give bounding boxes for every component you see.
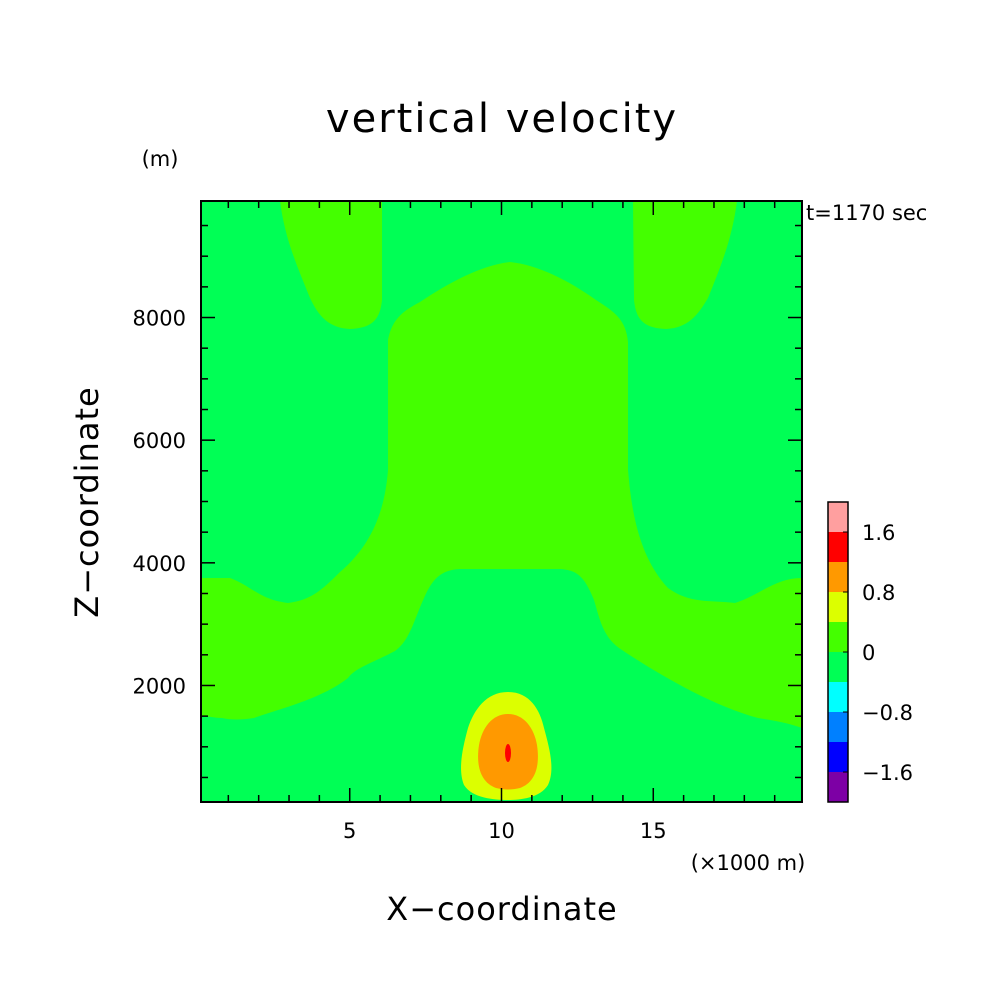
colorbar-swatch [828, 622, 848, 652]
y-tick-label: 6000 [133, 429, 186, 453]
colorbar-swatch [828, 772, 848, 802]
region-right-top-lobe [633, 201, 737, 329]
region-updraft-peak [505, 744, 511, 762]
colorbar-swatch [828, 712, 848, 742]
axis-ticks [201, 201, 802, 802]
chart-title: vertical velocity [326, 96, 678, 142]
x-axis-title: X−coordinate [386, 890, 617, 928]
time-label: t=1170 sec [806, 201, 927, 225]
y-axis-title: Z−coordinate [68, 386, 106, 617]
x-tick-label: 10 [488, 819, 515, 843]
x-tick-label: 15 [640, 819, 667, 843]
colorbar-swatch [828, 652, 848, 682]
colorbar-tick-label: 1.6 [862, 521, 895, 545]
colorbar-swatch [828, 562, 848, 592]
y-unit-label: (m) [142, 147, 179, 171]
colorbar-tick-label: 0 [862, 641, 875, 665]
colorbar-swatch [828, 742, 848, 772]
colorbar-swatch [828, 592, 848, 622]
plot-area [201, 201, 802, 802]
x-tick-label: 5 [343, 819, 356, 843]
colorbar-swatch [828, 502, 848, 532]
x-tick-labels: 5 10 15 [343, 819, 667, 843]
colorbar-swatch [828, 682, 848, 712]
x-unit-label: (×1000 m) [691, 851, 806, 875]
y-tick-label: 2000 [133, 674, 186, 698]
y-tick-label: 4000 [133, 552, 186, 576]
colorbar-swatch [828, 532, 848, 562]
colorbar: −1.6 −0.8 0 0.8 1.6 [827, 501, 913, 803]
colorbar-tick-label: 0.8 [862, 581, 895, 605]
y-tick-label: 8000 [133, 307, 186, 331]
colorbar-tick-label: −0.8 [862, 701, 913, 725]
region-left-top-lobe [280, 201, 382, 329]
colorbar-tick-label: −1.6 [862, 761, 913, 785]
region-central-plume [201, 262, 802, 728]
y-tick-labels: 2000 4000 6000 8000 [133, 307, 186, 699]
